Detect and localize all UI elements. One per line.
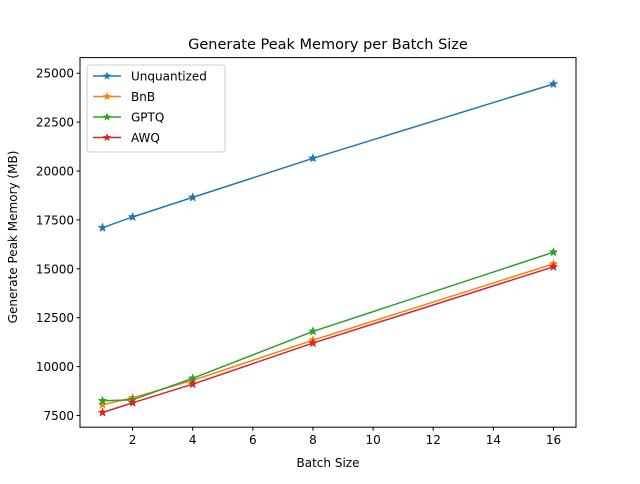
chart-title: Generate Peak Memory per Batch Size: [188, 37, 468, 53]
data-point-gptq: [308, 326, 318, 336]
data-point-gptq: [548, 247, 559, 257]
series-line-bnb: [102, 263, 554, 406]
y-axis-label: Generate Peak Memory (MB): [6, 151, 20, 324]
plot-area: [97, 78, 559, 417]
legend-box: [86, 64, 226, 153]
data-point-unquantized: [187, 192, 198, 202]
data-point-gptq: [97, 395, 108, 405]
x-tick-label: 4: [189, 433, 197, 447]
data-point-awq: [308, 337, 318, 348]
x-tick-label: 12: [426, 433, 441, 447]
x-tick-label: 2: [129, 433, 137, 447]
y-tick-label: 7500: [43, 409, 74, 423]
y-tick-label: 22500: [36, 116, 74, 130]
x-tick-label: 16: [546, 433, 561, 447]
data-point-bnb: [97, 399, 108, 409]
y-tick-label: 20000: [36, 165, 74, 179]
legend-label: Unquantized: [131, 70, 207, 84]
legend-marker: [102, 92, 112, 101]
x-axis-label: Batch Size: [297, 456, 360, 470]
data-point-awq: [548, 261, 559, 272]
series-line-awq: [102, 266, 554, 414]
data-point-unquantized: [308, 153, 318, 163]
data-point-awq: [187, 378, 198, 389]
y-tick-label: 17500: [36, 213, 74, 227]
y-tick-label: 10000: [36, 360, 74, 374]
x-tick-label: 6: [249, 433, 257, 447]
legend-label: GPTQ: [131, 111, 164, 125]
data-point-awq: [127, 397, 138, 407]
x-tick-label: 14: [486, 433, 501, 447]
y-tick-label: 25000: [36, 67, 74, 81]
legend-label: BnB: [131, 90, 155, 104]
series-line-gptq: [102, 251, 554, 402]
data-point-unquantized: [127, 211, 138, 222]
data-point-unquantized: [97, 222, 108, 232]
legend-marker: [102, 133, 112, 142]
x-tick-label: 10: [365, 433, 380, 447]
y-tick-label: 15000: [36, 262, 74, 276]
legend-label: AWQ: [131, 131, 160, 145]
legend: Unquantized BnB GPTQ AWQ: [86, 64, 226, 153]
legend-marker: [102, 112, 112, 121]
data-point-unquantized: [548, 78, 559, 89]
legend-marker: [102, 71, 112, 80]
plot-frame: [79, 57, 577, 428]
x-tick-label: 8: [309, 433, 317, 447]
y-tick-label: 12500: [36, 311, 74, 325]
data-point-awq: [97, 407, 108, 417]
